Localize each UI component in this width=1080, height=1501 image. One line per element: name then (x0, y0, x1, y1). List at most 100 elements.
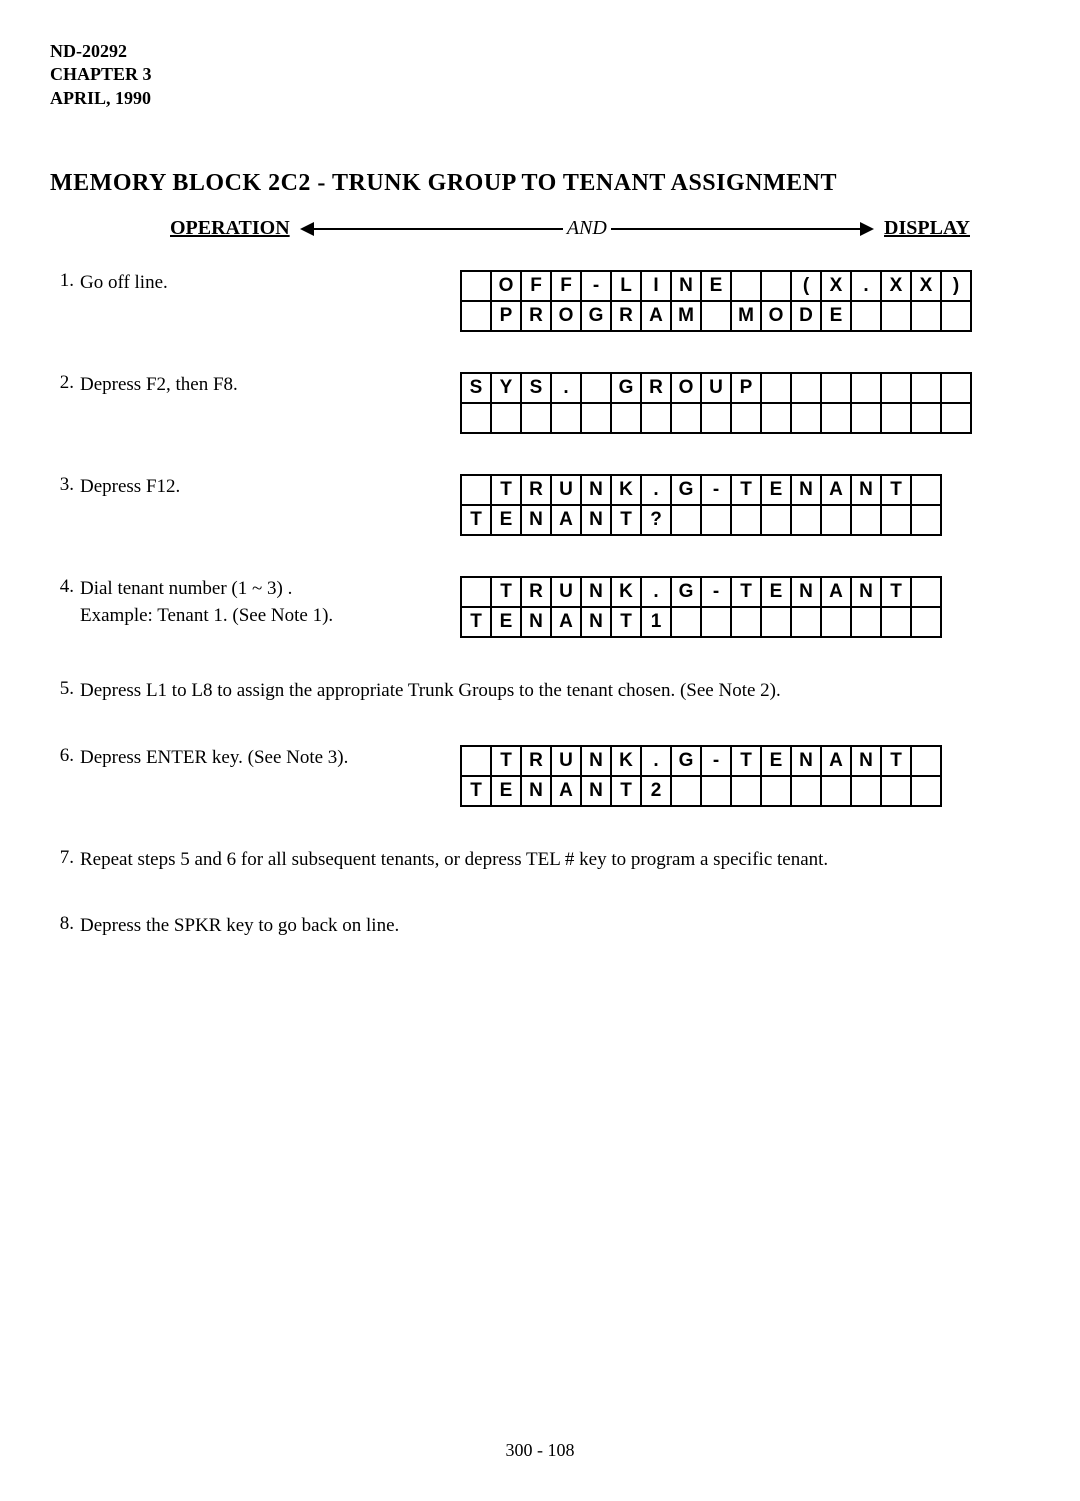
grid-cell: N (791, 746, 821, 776)
grid-cell: N (581, 746, 611, 776)
grid-cell: . (851, 271, 881, 301)
grid-cell (881, 373, 911, 403)
grid-cell: 2 (641, 776, 671, 806)
grid-cell: G (671, 577, 701, 607)
step-text: Depress F12. (80, 474, 460, 501)
grid-cell: N (791, 475, 821, 505)
grid-cell (881, 607, 911, 637)
grid-cell (461, 577, 491, 607)
grid-cell (461, 403, 491, 433)
display-grid: TRUNK.G-TENANTTENANT1 (460, 576, 942, 638)
grid-cell (791, 403, 821, 433)
step-row: 6.Depress ENTER key. (See Note 3).TRUNK.… (50, 745, 1030, 807)
grid-cell: G (671, 746, 701, 776)
grid-cell: K (611, 746, 641, 776)
grid-cell (911, 607, 941, 637)
grid-cell: X (911, 271, 941, 301)
grid-cell: U (701, 373, 731, 403)
grid-cell (821, 776, 851, 806)
grid-cell (881, 403, 911, 433)
grid-cell: R (521, 577, 551, 607)
grid-cell: M (671, 301, 701, 331)
grid-cell: O (491, 271, 521, 301)
step-number: 4. (50, 576, 80, 598)
grid-cell: T (611, 607, 641, 637)
grid-cell (641, 403, 671, 433)
grid-cell (761, 607, 791, 637)
grid-cell (461, 746, 491, 776)
grid-cell: T (881, 746, 911, 776)
grid-cell: A (551, 505, 581, 535)
grid-cell: U (551, 475, 581, 505)
step-text: Depress F2, then F8. (80, 372, 460, 399)
grid-cell (611, 403, 641, 433)
grid-cell: T (881, 577, 911, 607)
grid-cell: T (731, 577, 761, 607)
grid-cell (731, 776, 761, 806)
grid-cell: ? (641, 505, 671, 535)
step-number: 1. (50, 270, 80, 292)
grid-cell: T (881, 475, 911, 505)
step-number: 5. (50, 678, 80, 700)
grid-cell: X (821, 271, 851, 301)
grid-cell (461, 475, 491, 505)
grid-cell (701, 403, 731, 433)
grid-cell: N (521, 505, 551, 535)
grid-cell (761, 505, 791, 535)
grid-cell: - (701, 746, 731, 776)
grid-cell: R (641, 373, 671, 403)
grid-cell: A (821, 746, 851, 776)
display-label: DISPLAY (884, 217, 970, 240)
grid-cell (791, 505, 821, 535)
grid-cell: K (611, 475, 641, 505)
step-text: Repeat steps 5 and 6 for all subsequent … (80, 847, 1030, 874)
grid-cell: F (521, 271, 551, 301)
grid-cell: O (761, 301, 791, 331)
grid-cell (881, 301, 911, 331)
step-number: 8. (50, 913, 80, 935)
step-number: 2. (50, 372, 80, 394)
grid-cell: N (521, 776, 551, 806)
grid-cell: P (491, 301, 521, 331)
grid-cell: E (761, 475, 791, 505)
grid-cell: N (521, 607, 551, 637)
step-number: 3. (50, 474, 80, 496)
grid-cell (911, 577, 941, 607)
grid-cell: R (521, 746, 551, 776)
grid-cell (521, 403, 551, 433)
grid-cell (761, 403, 791, 433)
grid-cell: T (491, 577, 521, 607)
grid-cell: M (731, 301, 761, 331)
grid-cell (911, 776, 941, 806)
grid-cell: A (821, 577, 851, 607)
grid-cell: E (491, 505, 521, 535)
grid-cell (941, 403, 971, 433)
grid-cell: T (461, 607, 491, 637)
step-display: OFF-LINE(X.XX)PROGRAMMODE (460, 270, 1030, 332)
grid-cell: T (611, 505, 641, 535)
step-display: TRUNK.G-TENANTTENANT? (460, 474, 1030, 536)
grid-cell: ( (791, 271, 821, 301)
step-row: 5.Depress L1 to L8 to assign the appropr… (50, 678, 1030, 705)
grid-cell: S (521, 373, 551, 403)
grid-cell: E (491, 776, 521, 806)
grid-cell (461, 271, 491, 301)
grid-cell (671, 403, 701, 433)
grid-cell: T (461, 776, 491, 806)
grid-cell (881, 505, 911, 535)
grid-cell: . (641, 577, 671, 607)
grid-cell (941, 301, 971, 331)
grid-cell (911, 301, 941, 331)
grid-cell (911, 373, 941, 403)
page-number: 300 - 108 (50, 1440, 1030, 1461)
grid-cell (881, 776, 911, 806)
step-text: Depress L1 to L8 to assign the appropria… (80, 678, 1030, 705)
grid-cell: U (551, 746, 581, 776)
step-row: 3.Depress F12.TRUNK.G-TENANTTENANT? (50, 474, 1030, 536)
grid-cell (851, 403, 881, 433)
arrow-left-icon (300, 222, 314, 236)
grid-cell: G (581, 301, 611, 331)
grid-cell (701, 776, 731, 806)
grid-cell: G (611, 373, 641, 403)
grid-cell (551, 403, 581, 433)
